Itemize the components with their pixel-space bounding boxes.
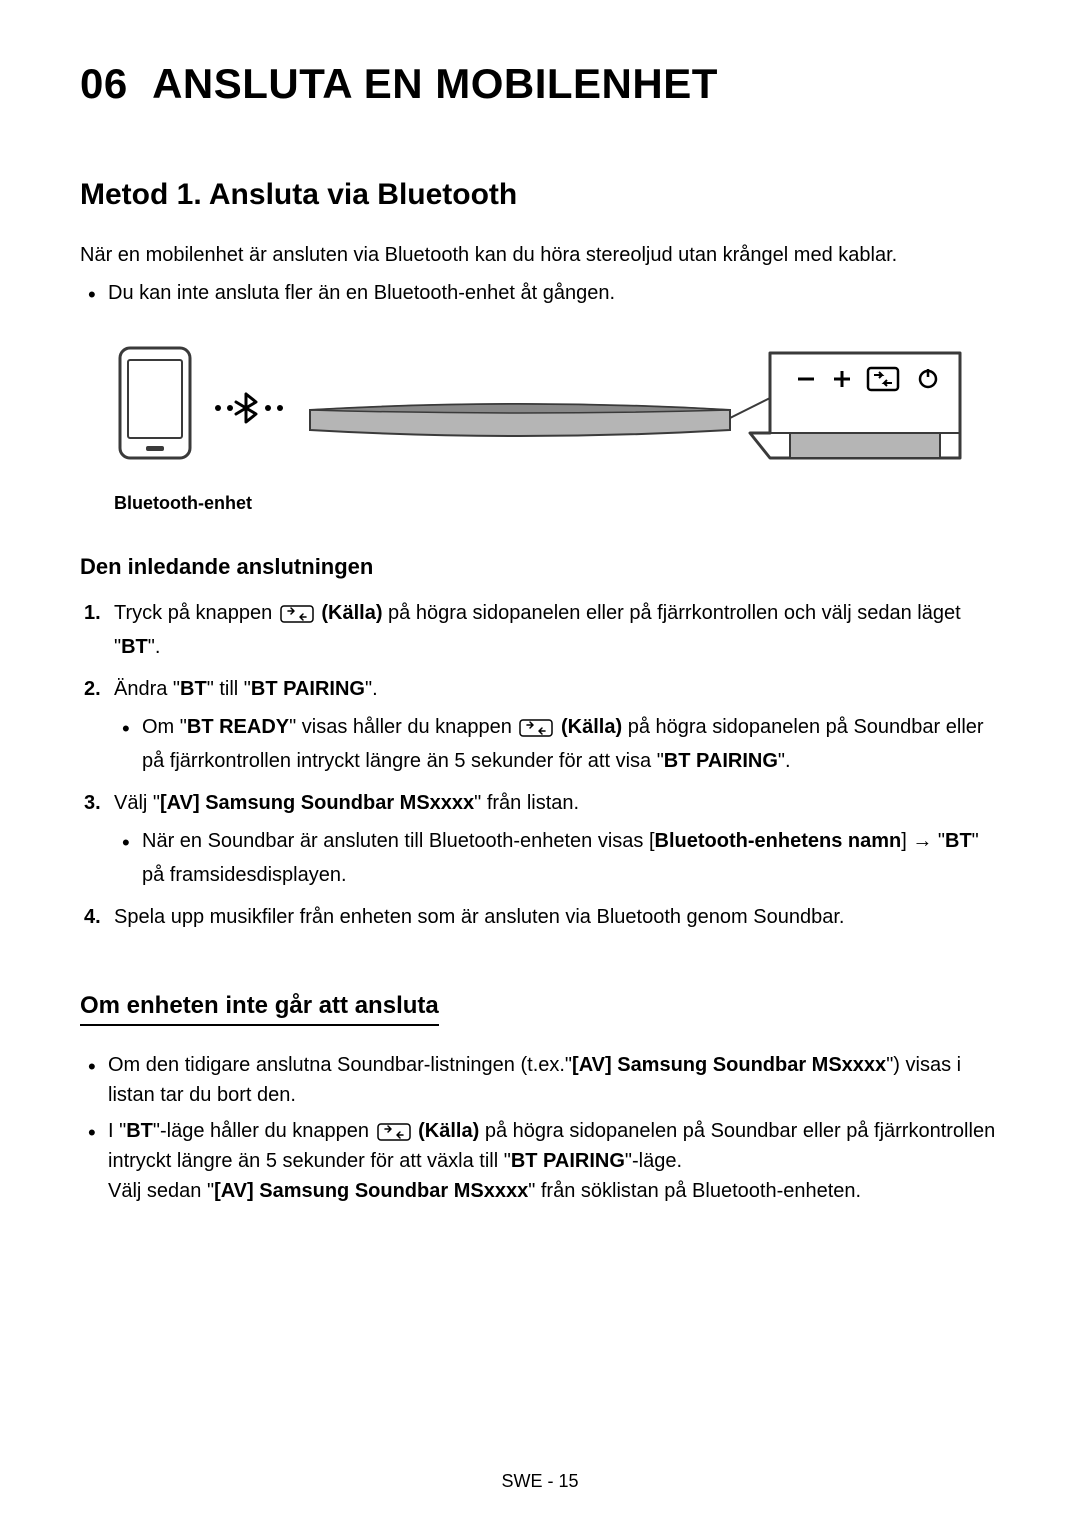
source-icon	[377, 1123, 411, 1141]
chapter-title: 06 ANSLUTA EN MOBILENHET	[80, 60, 1000, 108]
intro-bullet: Du kan inte ansluta fler än en Bluetooth…	[108, 278, 1000, 308]
subsection-initial-title: Den inledande anslutningen	[80, 554, 1000, 580]
step-2: Ändra "BT" till "BT PAIRING". Om "BT REA…	[114, 672, 1000, 778]
step-3: Välj "[AV] Samsung Soundbar MSxxxx" från…	[114, 786, 1000, 892]
trouble-bullet-2: I "BT"-läge håller du knappen (Källa) på…	[108, 1116, 1000, 1206]
chapter-name: ANSLUTA EN MOBILENHET	[152, 60, 718, 107]
chapter-number: 06	[80, 60, 128, 107]
step-3-sub: När en Soundbar är ansluten till Bluetoo…	[142, 824, 1000, 892]
bluetooth-diagram: Bluetooth-enhet	[110, 338, 1000, 514]
section-title: Metod 1. Ansluta via Bluetooth	[80, 178, 1000, 212]
step-4: Spela upp musikfiler från enheten som är…	[114, 900, 1000, 934]
subsection-trouble-title: Om enheten inte går att ansluta	[80, 992, 439, 1026]
step-1: Tryck på knappen (Källa) på högra sidopa…	[114, 596, 1000, 664]
source-icon	[280, 605, 314, 623]
page-footer: SWE - 15	[0, 1471, 1080, 1492]
step-2-sub: Om "BT READY" visas håller du knappen (K…	[142, 710, 1000, 778]
intro-text: När en mobilenhet är ansluten via Blueto…	[80, 240, 1000, 270]
trouble-bullet-1: Om den tidigare anslutna Soundbar-listni…	[108, 1050, 1000, 1110]
source-icon	[519, 719, 553, 737]
diagram-label: Bluetooth-enhet	[114, 493, 1000, 514]
